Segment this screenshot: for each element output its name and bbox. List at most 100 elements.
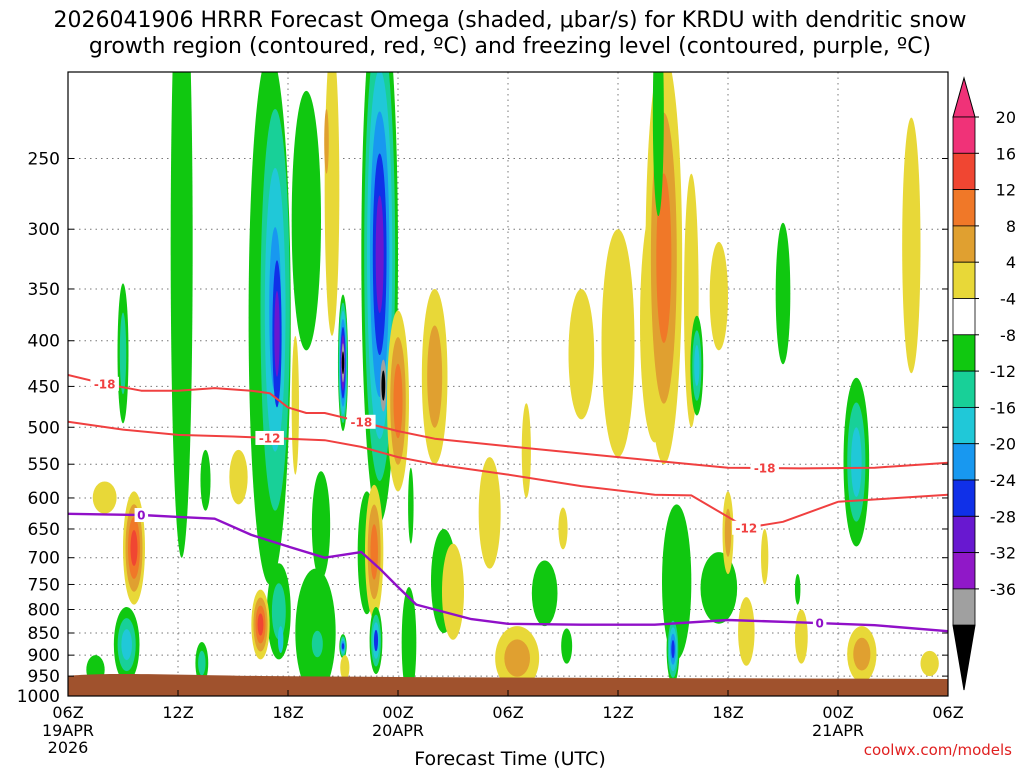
- x-tick-label: 06Z: [932, 703, 963, 722]
- colorbar-segment-cw: [952, 298, 976, 336]
- omega-cell-cm24: [274, 290, 280, 377]
- colorbar-segment-c20: [952, 116, 976, 154]
- omega-cell-c4: [324, 72, 340, 336]
- isotherm--18-label-bg: [90, 376, 119, 391]
- omega-cell-cm12: [694, 345, 700, 387]
- omega-cell-c4: [229, 449, 248, 505]
- y-tick-label: 300: [28, 220, 60, 240]
- x-tick-label: 18Z: [712, 703, 743, 722]
- isotherm--12-label-bg: [732, 520, 761, 535]
- isotherm--12-label: -12: [735, 521, 757, 535]
- omega-cell-c12: [393, 363, 403, 439]
- y-tick-label: 950: [28, 667, 60, 687]
- chart-title-line-1: 2026041906 HRRR Forecast Omega (shaded, …: [54, 8, 967, 33]
- colorbar-label: -4: [1000, 290, 1016, 309]
- x-tick-label: 18Z: [272, 703, 303, 722]
- omega-cell-cm8: [119, 312, 127, 395]
- omega-cell-cm4: [652, 72, 664, 217]
- omega-cell-c4: [920, 650, 939, 677]
- isotherm--12-label-bg: [255, 430, 284, 445]
- omega-cell-cm4: [794, 573, 801, 605]
- omega-cell-c12: [656, 173, 672, 344]
- colorbar-label: 4: [1006, 253, 1016, 272]
- omega-cell-cm20: [373, 629, 379, 652]
- omega-cell-cm4: [401, 587, 417, 696]
- colorbar-label: -24: [990, 471, 1016, 490]
- omega-cell-cm24: [375, 195, 384, 314]
- freezing-level-line-label: 0: [815, 617, 823, 631]
- omega-cell-c4: [442, 543, 464, 640]
- x-tick-label: 00Z: [382, 703, 413, 722]
- omega-cell-c12: [370, 524, 378, 580]
- omega-cell-c4: [521, 403, 531, 498]
- isotherm--18-label: -18: [754, 462, 776, 476]
- colorbar-segment-c12: [952, 189, 976, 227]
- omega-cell-cm4: [408, 467, 414, 544]
- y-tick-label: 600: [28, 489, 60, 509]
- omega-cell-cm4: [170, 72, 193, 558]
- y-tick-label: 850: [28, 624, 60, 644]
- y-tick-label: 500: [28, 418, 60, 438]
- isotherm--18: [68, 374, 948, 470]
- y-tick-label: 900: [28, 646, 60, 666]
- y-tick-label: 400: [28, 332, 60, 352]
- omega-cell-c16: [130, 530, 138, 567]
- y-axis: 2503003504004505005506006507007508008509…: [17, 150, 948, 707]
- colorbar-segment-c16: [952, 152, 976, 191]
- omega-cell-c4: [478, 457, 501, 569]
- x-axis-title: Forecast Time (UTC): [414, 748, 605, 768]
- colorbar-segment-cm32: [952, 588, 976, 626]
- omega-cell-c4: [794, 609, 808, 664]
- omega-cell-cm12: [121, 629, 132, 661]
- freezing-level-line-label: 0: [137, 509, 145, 523]
- x-tick-label: 06Z: [492, 703, 523, 722]
- omega-cell-c8: [724, 508, 732, 557]
- colorbar-label: -20: [990, 435, 1016, 454]
- y-tick-label: 700: [28, 549, 60, 569]
- omega-cell-c4: [291, 335, 300, 475]
- omega-cell-cm12: [277, 626, 284, 653]
- plot-grid: [67, 72, 949, 697]
- y-tick-label: 350: [28, 280, 60, 300]
- credit-text: coolwx.com/models: [864, 741, 1012, 759]
- colorbar-top-arrow: [952, 76, 976, 118]
- omega-cell-cm12: [851, 427, 862, 497]
- x-tick-label: 00Z: [822, 703, 853, 722]
- omega-cell-c4: [340, 655, 350, 681]
- x-tick-date-label: 20APR: [372, 721, 424, 740]
- omega-cell-c4: [558, 507, 568, 550]
- omega-cell-cm4: [531, 560, 558, 627]
- colorbar-label: -16: [990, 398, 1016, 417]
- omega-cell-c16: [257, 613, 264, 636]
- omega-cell-cm36: [381, 370, 386, 401]
- omega-cell-c8: [324, 108, 329, 174]
- x-tick-label: 12Z: [162, 703, 193, 722]
- chart-title-line-2: growth region (contoured, red, ºC) and f…: [89, 34, 931, 59]
- omega-cell-cm4: [775, 222, 791, 365]
- omega-cell-c8: [853, 637, 871, 671]
- colorbar-segment-c4: [952, 261, 976, 299]
- omega-cell-c4: [738, 597, 755, 666]
- isotherm--18-label-bg: [347, 414, 376, 429]
- omega-cell-cm4: [291, 90, 322, 351]
- colorbar-label: 20: [996, 108, 1016, 127]
- isotherm--18-label: -18: [350, 415, 372, 429]
- omega-cell-c4: [709, 241, 728, 351]
- colorbar-label: -32: [990, 544, 1016, 563]
- freezing-level-line: [68, 512, 948, 633]
- omega-cell-c4: [761, 528, 769, 585]
- colorbar-label: -8: [1000, 326, 1016, 345]
- omega-cell-c4: [92, 481, 117, 514]
- omega-cell-cm8: [271, 583, 286, 640]
- isotherm--12: [68, 420, 948, 529]
- colorbar: 20 16 12 8 4 -4 -8 -12 -16 -20 -24 -28 -32 -36: [952, 76, 1016, 691]
- colorbar-segment-cm16: [952, 443, 976, 481]
- omega-cell-cm4: [200, 449, 211, 511]
- y-tick-label: 650: [28, 520, 60, 540]
- colorbar-label: -12: [990, 362, 1016, 381]
- colorbar-segment-c8: [952, 225, 976, 263]
- colorbar-segment-cm4: [952, 334, 976, 372]
- freezing-level-line-label-bg: [812, 616, 827, 631]
